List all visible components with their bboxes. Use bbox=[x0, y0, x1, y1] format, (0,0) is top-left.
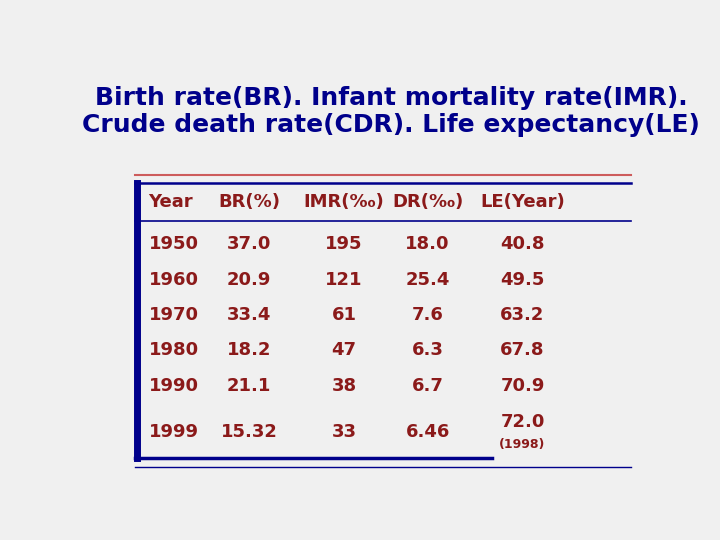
Text: 1980: 1980 bbox=[148, 341, 199, 360]
Text: (1998): (1998) bbox=[499, 437, 546, 450]
Text: DR(‰): DR(‰) bbox=[392, 193, 463, 211]
Text: 18.2: 18.2 bbox=[227, 341, 271, 360]
Text: 25.4: 25.4 bbox=[405, 271, 450, 289]
Text: BR(%): BR(%) bbox=[218, 193, 280, 211]
Text: 33.4: 33.4 bbox=[227, 306, 271, 324]
Text: 195: 195 bbox=[325, 235, 363, 253]
Text: 38: 38 bbox=[331, 377, 356, 395]
Text: 18.0: 18.0 bbox=[405, 235, 450, 253]
Text: 40.8: 40.8 bbox=[500, 235, 545, 253]
Text: 37.0: 37.0 bbox=[227, 235, 271, 253]
Text: IMR(‰): IMR(‰) bbox=[304, 193, 384, 211]
Text: 70.9: 70.9 bbox=[500, 377, 544, 395]
Text: 63.2: 63.2 bbox=[500, 306, 544, 324]
Text: Year: Year bbox=[148, 193, 193, 211]
Text: LE(Year): LE(Year) bbox=[480, 193, 564, 211]
Text: 1950: 1950 bbox=[148, 235, 199, 253]
Text: 1970: 1970 bbox=[148, 306, 199, 324]
Text: 121: 121 bbox=[325, 271, 363, 289]
Text: Birth rate(BR). Infant mortality rate(IMR).
Crude death rate(CDR). Life expectan: Birth rate(BR). Infant mortality rate(IM… bbox=[82, 85, 701, 137]
Text: 6.46: 6.46 bbox=[405, 422, 450, 441]
Text: 7.6: 7.6 bbox=[412, 306, 444, 324]
Text: 33: 33 bbox=[331, 422, 356, 441]
Text: 72.0: 72.0 bbox=[500, 414, 544, 431]
Text: 61: 61 bbox=[331, 306, 356, 324]
Text: 1999: 1999 bbox=[148, 422, 199, 441]
Text: 21.1: 21.1 bbox=[227, 377, 271, 395]
Text: 47: 47 bbox=[331, 341, 356, 360]
Text: 49.5: 49.5 bbox=[500, 271, 544, 289]
Text: 1960: 1960 bbox=[148, 271, 199, 289]
Text: 15.32: 15.32 bbox=[220, 422, 277, 441]
Text: 1990: 1990 bbox=[148, 377, 199, 395]
Text: 6.3: 6.3 bbox=[412, 341, 444, 360]
Text: 67.8: 67.8 bbox=[500, 341, 545, 360]
Text: 6.7: 6.7 bbox=[412, 377, 444, 395]
Text: 20.9: 20.9 bbox=[227, 271, 271, 289]
